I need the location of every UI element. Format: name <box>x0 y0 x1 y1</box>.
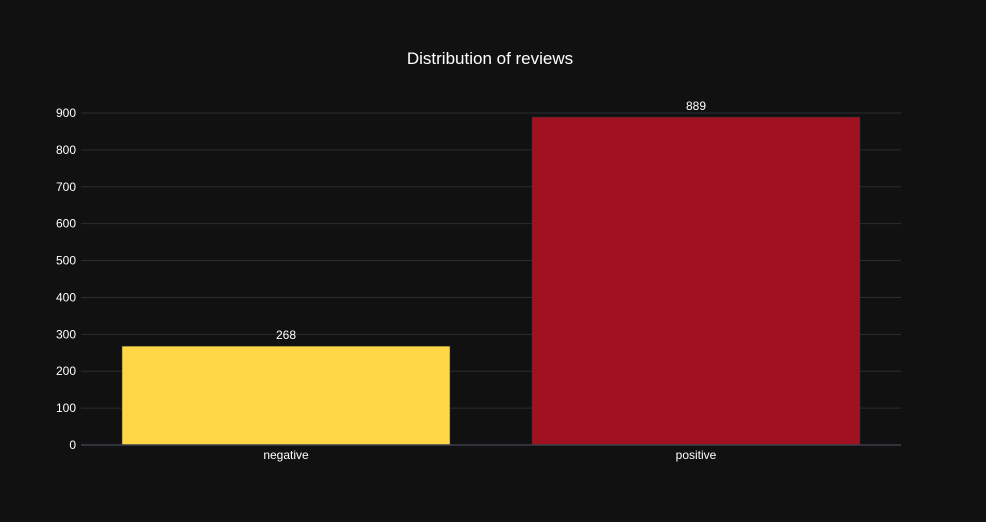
y-tick-label: 700 <box>56 180 76 194</box>
x-tick-label: negative <box>263 448 309 462</box>
y-tick-label: 900 <box>56 106 76 120</box>
y-tick-label: 200 <box>56 364 76 378</box>
y-tick-label: 500 <box>56 254 76 268</box>
data-label: 268 <box>276 328 296 342</box>
y-tick-label: 100 <box>56 401 76 415</box>
label-layer: 268 889 <box>276 99 706 342</box>
chart-title: Distribution of reviews <box>407 49 573 68</box>
y-tick-label: 0 <box>69 438 76 452</box>
bar-positive[interactable] <box>531 116 861 446</box>
axis-layer: 0 100 200 300 400 500 600 700 800 900 negative posi… <box>56 106 901 462</box>
x-tick-label: positive <box>676 448 717 462</box>
data-label: 889 <box>686 99 706 113</box>
y-tick-label: 800 <box>56 143 76 157</box>
y-tick-label: 600 <box>56 217 76 231</box>
y-tick-label: 400 <box>56 290 76 304</box>
bar-layer <box>121 116 861 446</box>
y-tick-label: 300 <box>56 327 76 341</box>
bar-negative[interactable] <box>121 345 451 446</box>
